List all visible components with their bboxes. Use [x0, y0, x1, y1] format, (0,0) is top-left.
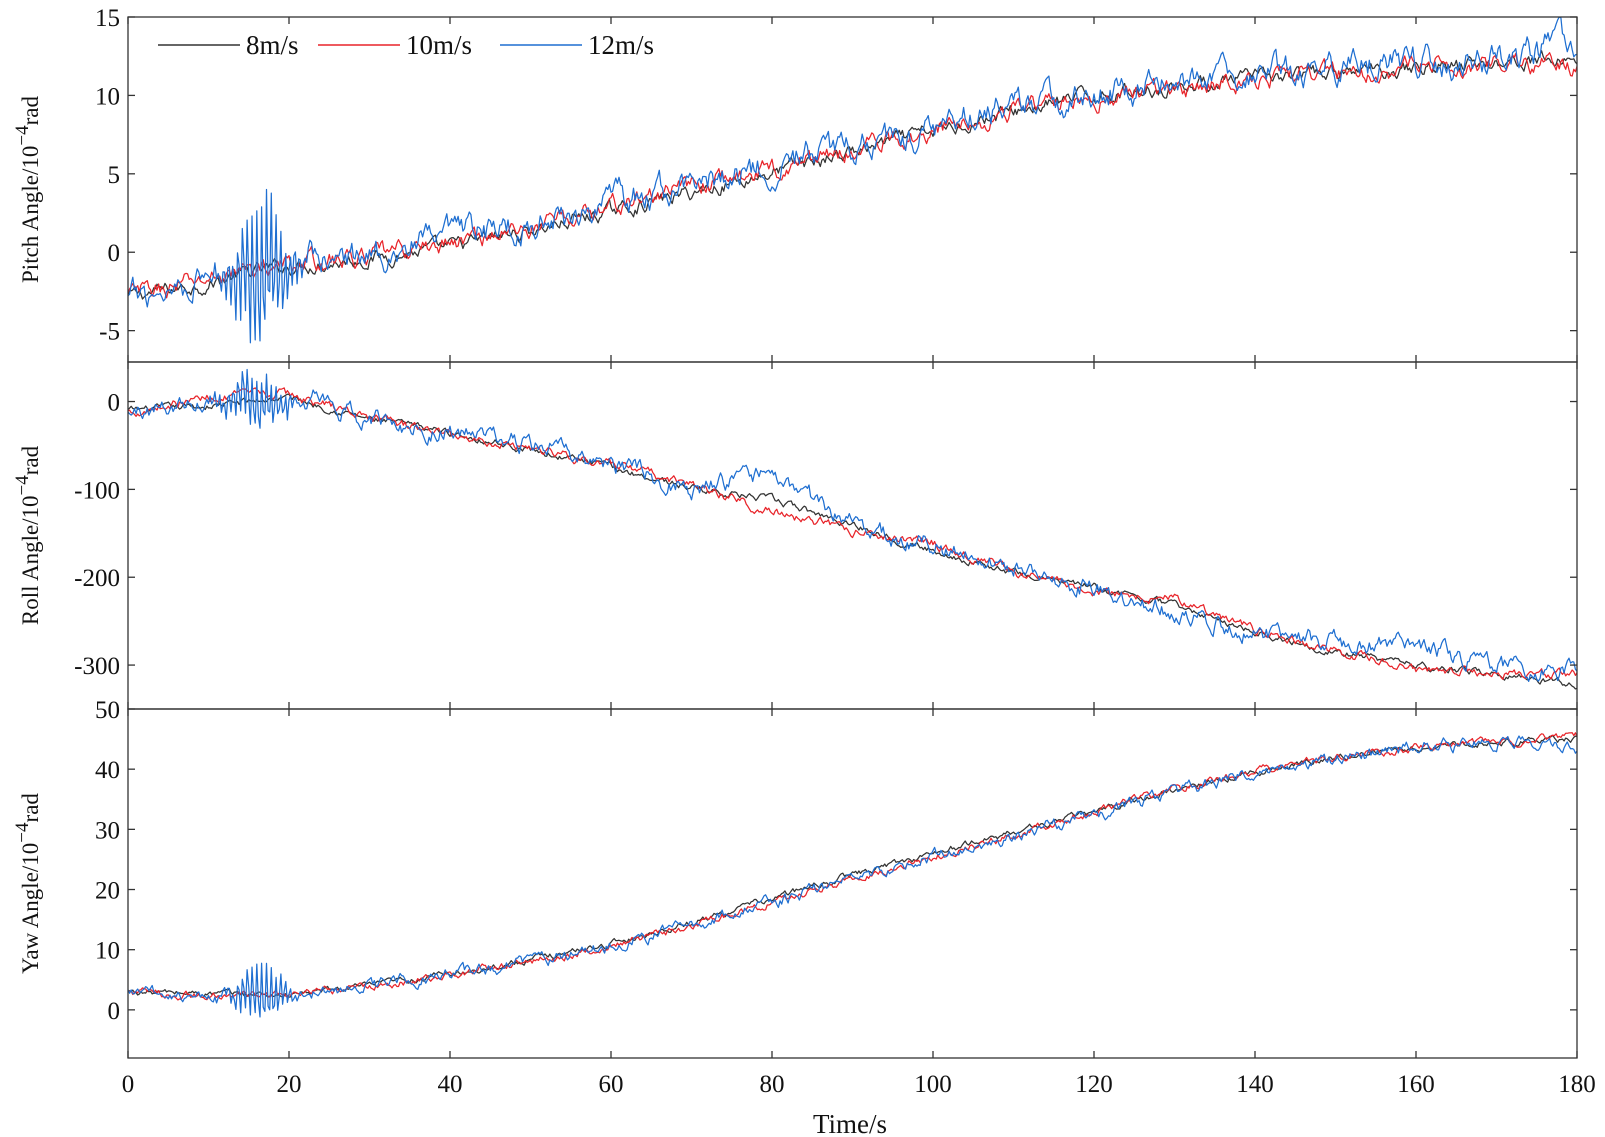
y-tick-label: -200	[74, 565, 120, 592]
y-tick-label: -100	[74, 477, 120, 504]
panel-1: -5 0 5 10 15 Pitch Angle/10−4rad	[12, 5, 1578, 363]
plot-frame	[127, 708, 1578, 1059]
series-line-8m-s	[128, 734, 1577, 999]
y-tick-label: 20	[95, 878, 120, 905]
y-tick-label: 5	[108, 162, 121, 189]
y-tick-label: -300	[74, 653, 120, 680]
series-line-8m-s	[128, 393, 1577, 690]
x-tick-label: 180	[1558, 1071, 1596, 1098]
x-tick-label: 100	[914, 1071, 952, 1098]
y-tick-label: 40	[95, 757, 120, 784]
y-tick-label: 50	[95, 697, 120, 724]
x-tick-label: 40	[438, 1071, 463, 1098]
legend-label: 8m/s	[246, 30, 299, 60]
y-tick-label: 0	[108, 390, 121, 417]
panel-3: 0 10 20 30 40 50 0 20 40 60 80 100 120 140 160 180 Yaw A…	[12, 697, 1596, 1098]
series-line-10m-s	[128, 732, 1577, 1001]
series-line-10m-s	[128, 387, 1577, 680]
series-line-8m-s	[128, 50, 1577, 300]
y-axis-label: Pitch Angle/10−4rad	[12, 96, 43, 283]
x-tick-label: 120	[1075, 1071, 1113, 1098]
panels: -5 0 5 10 15 Pitch Angle/10−4rad -300 -200 -100 0…	[12, 5, 1596, 1098]
series-line-12m-s	[128, 17, 1577, 344]
x-tick-label: 0	[122, 1071, 135, 1098]
y-tick-label: 0	[108, 998, 121, 1025]
legend-label: 12m/s	[588, 30, 654, 60]
legend-label: 10m/s	[406, 30, 472, 60]
y-tick-label: 15	[95, 5, 120, 32]
x-axis-label: Time/s	[813, 1109, 887, 1137]
y-tick-label: 30	[95, 817, 120, 844]
y-tick-label: 10	[95, 938, 120, 965]
series-line-10m-s	[128, 52, 1577, 299]
series-line-12m-s	[128, 735, 1577, 1018]
legend: 8m/s 10m/s 12m/s	[158, 30, 654, 60]
x-tick-label: 20	[277, 1071, 302, 1098]
y-tick-label: 0	[108, 240, 121, 267]
x-tick-label: 140	[1236, 1071, 1274, 1098]
x-tick-label: 60	[599, 1071, 624, 1098]
y-axis-label: Roll Angle/10−4rad	[12, 445, 43, 625]
series-line-12m-s	[128, 368, 1577, 683]
y-tick-label: -5	[99, 319, 120, 346]
x-tick-label: 80	[760, 1071, 785, 1098]
plot-frame	[127, 361, 1578, 710]
x-tick-label: 160	[1397, 1071, 1435, 1098]
y-axis-label: Yaw Angle/10−4rad	[12, 793, 43, 974]
y-tick-label: 10	[95, 83, 120, 110]
panel-2: -300 -200 -100 0 Roll Angle/10−4rad	[12, 361, 1578, 710]
